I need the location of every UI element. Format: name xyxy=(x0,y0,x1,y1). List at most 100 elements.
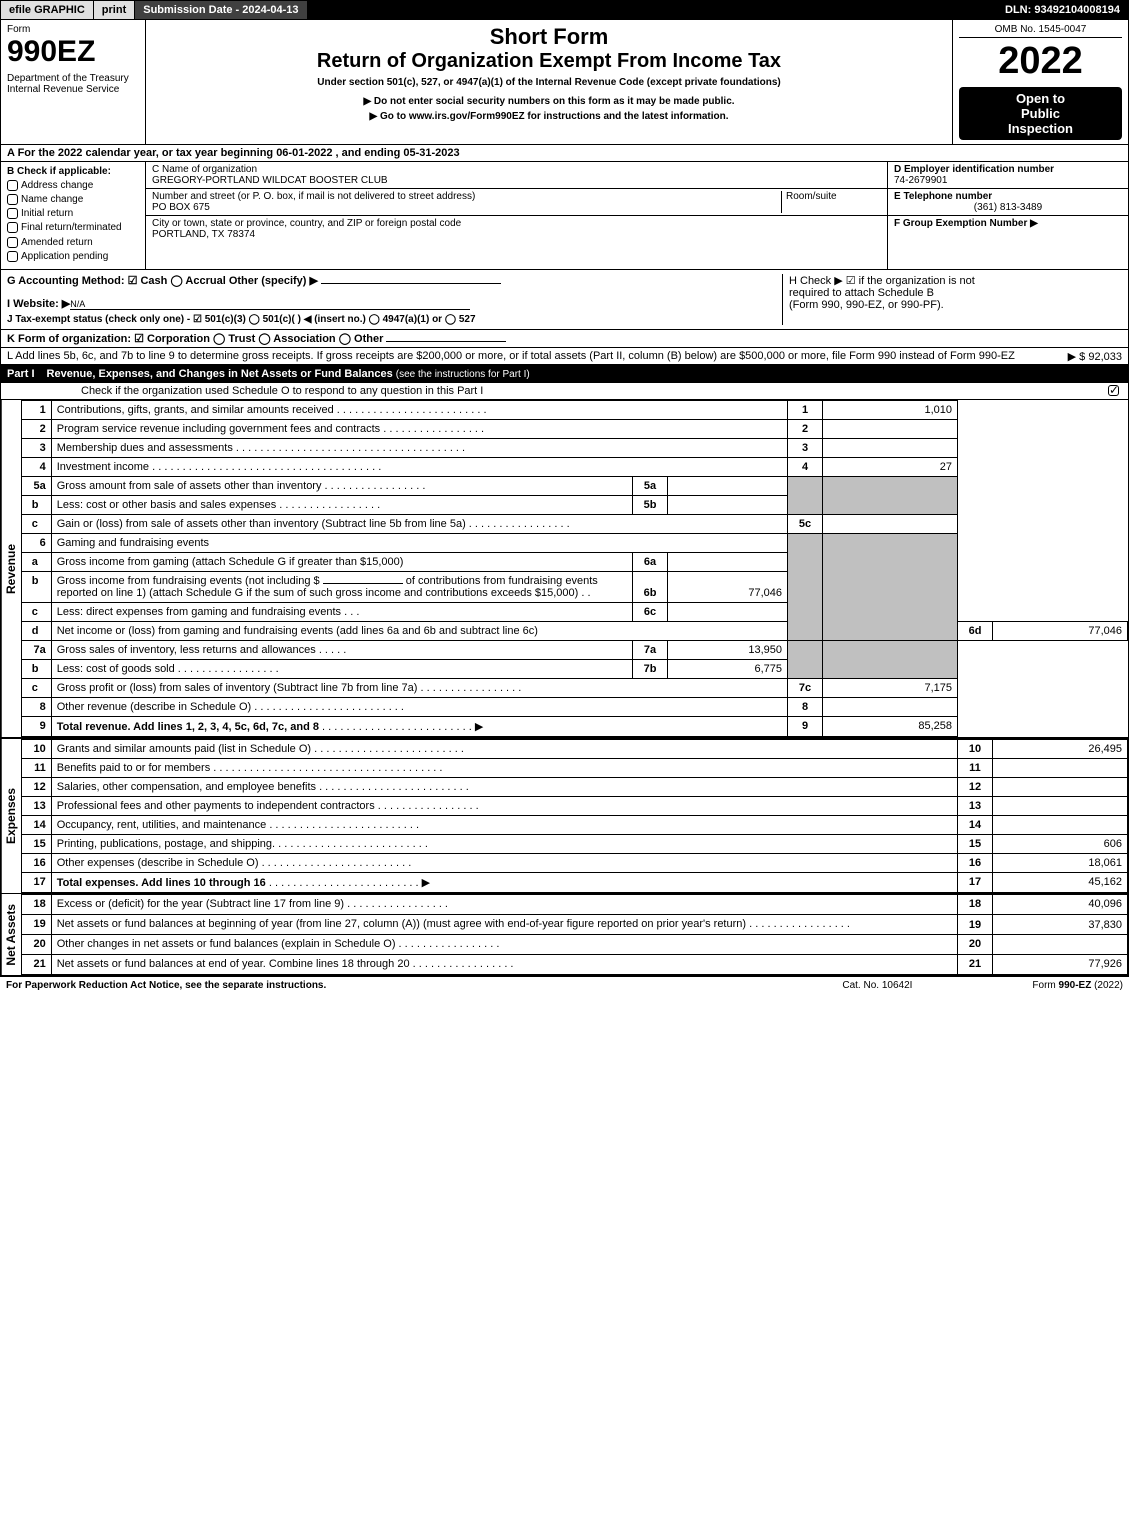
form-label: Form xyxy=(7,24,139,35)
line-15: 15Printing, publications, postage, and s… xyxy=(21,834,1127,853)
expenses-table: 10Grants and similar amounts paid (list … xyxy=(21,739,1128,893)
line-19: 19Net assets or fund balances at beginni… xyxy=(21,914,1127,934)
col-def: D Employer identification number 74-2679… xyxy=(888,162,1128,269)
line-6d: dNet income or (loss) from gaming and fu… xyxy=(21,621,1127,640)
line-6b: bGross income from fundraising events (n… xyxy=(21,571,1127,602)
line-8: 8Other revenue (describe in Schedule O)8 xyxy=(21,697,1127,716)
footer-left: For Paperwork Reduction Act Notice, see … xyxy=(6,980,842,991)
ein: 74-2679901 xyxy=(894,175,947,186)
header-sub3: ▶ Go to www.irs.gov/Form990EZ for instru… xyxy=(152,111,946,122)
col-b: B Check if applicable: Address change Na… xyxy=(1,162,146,269)
part-1: Part I Revenue, Expenses, and Changes in… xyxy=(0,365,1129,977)
line-2: 2Program service revenue including gover… xyxy=(21,419,1127,438)
chk-initial-label: Initial return xyxy=(21,208,73,219)
line-20: 20Other changes in net assets or fund ba… xyxy=(21,935,1127,955)
chk-final[interactable] xyxy=(7,222,18,233)
form-header: Form 990EZ Department of the Treasury In… xyxy=(0,20,1129,145)
part1-sub: (see the instructions for Part I) xyxy=(396,369,530,380)
header-sub2: ▶ Do not enter social security numbers o… xyxy=(152,96,946,107)
col-c: C Name of organization GREGORY-PORTLAND … xyxy=(146,162,888,269)
revenue-table: 1Contributions, gifts, grants, and simil… xyxy=(21,400,1128,737)
submission-date: Submission Date - 2024-04-13 xyxy=(135,1,307,19)
open-line3: Inspection xyxy=(963,121,1118,136)
line-5b: bLess: cost or other basis and sales exp… xyxy=(21,495,1127,514)
line-9: 9Total revenue. Add lines 1, 2, 3, 4, 5c… xyxy=(21,716,1127,736)
line-14: 14Occupancy, rent, utilities, and mainte… xyxy=(21,815,1127,834)
chk-pending-label: Application pending xyxy=(21,251,108,262)
line-13: 13Professional fees and other payments t… xyxy=(21,796,1127,815)
line-21: 21Net assets or fund balances at end of … xyxy=(21,955,1127,975)
city: PORTLAND, TX 78374 xyxy=(152,229,255,240)
dept-label: Department of the Treasury xyxy=(7,73,139,84)
org-name-label: C Name of organization xyxy=(152,164,257,175)
line-17: 17Total expenses. Add lines 10 through 1… xyxy=(21,872,1127,892)
print-button[interactable]: print xyxy=(94,1,135,19)
section-ghi: G Accounting Method: ☑ Cash ◯ Accrual Ot… xyxy=(0,270,1129,330)
ein-label: D Employer identification number xyxy=(894,164,1054,175)
website-line: I Website: ▶N/A xyxy=(7,297,782,310)
efile-label: efile GRAPHIC xyxy=(1,1,94,19)
tax-exempt-status: J Tax-exempt status (check only one) - ☑… xyxy=(7,314,782,325)
chk-amended-label: Amended return xyxy=(21,237,93,248)
part1-num: Part I xyxy=(7,368,35,380)
section-l: L Add lines 5b, 6c, and 7b to line 9 to … xyxy=(0,348,1129,365)
short-form-title: Short Form xyxy=(152,24,946,50)
return-title: Return of Organization Exempt From Incom… xyxy=(152,50,946,73)
line-7c: cGross profit or (loss) from sales of in… xyxy=(21,678,1127,697)
chk-name-label: Name change xyxy=(21,194,83,205)
tax-year: 2022 xyxy=(959,40,1122,83)
chk-address[interactable] xyxy=(7,180,18,191)
netassets-label: Net Assets xyxy=(1,894,21,976)
line-5a: 5aGross amount from sale of assets other… xyxy=(21,476,1127,495)
accounting-method: G Accounting Method: ☑ Cash ◯ Accrual Ot… xyxy=(7,274,782,287)
open-line1: Open to xyxy=(963,91,1118,106)
dln: DLN: 93492104008194 xyxy=(997,1,1128,19)
part1-check-line: Check if the organization used Schedule … xyxy=(81,385,1108,397)
line-7a: 7aGross sales of inventory, less returns… xyxy=(21,640,1127,659)
irs-label: Internal Revenue Service xyxy=(7,84,139,95)
schedule-b-check: H Check ▶ ☑ if the organization is not xyxy=(789,274,1122,287)
street-label: Number and street (or P. O. box, if mail… xyxy=(152,191,475,202)
line-3: 3Membership dues and assessments3 xyxy=(21,438,1127,457)
chk-pending[interactable] xyxy=(7,251,18,262)
form-number: 990EZ xyxy=(7,35,139,69)
line-10: 10Grants and similar amounts paid (list … xyxy=(21,739,1127,758)
gross-receipts: ▶ $ 92,033 xyxy=(1068,350,1122,363)
line-6c: cLess: direct expenses from gaming and f… xyxy=(21,602,1127,621)
line-12: 12Salaries, other compensation, and empl… xyxy=(21,777,1127,796)
org-name: GREGORY-PORTLAND WILDCAT BOOSTER CLUB xyxy=(152,175,388,186)
chk-initial[interactable] xyxy=(7,208,18,219)
line-7b: bLess: cost of goods sold7b6,775 xyxy=(21,659,1127,678)
street: PO BOX 675 xyxy=(152,202,210,213)
open-line2: Public xyxy=(963,106,1118,121)
section-k: K Form of organization: ☑ Corporation ◯ … xyxy=(0,330,1129,348)
schedule-b-line2: required to attach Schedule B xyxy=(789,287,1122,299)
phone: (361) 813-3489 xyxy=(894,202,1122,213)
line-16: 16Other expenses (describe in Schedule O… xyxy=(21,853,1127,872)
group-exempt-label: F Group Exemption Number ▶ xyxy=(894,218,1038,229)
section-a: A For the 2022 calendar year, or tax yea… xyxy=(0,145,1129,162)
line-5c: cGain or (loss) from sale of assets othe… xyxy=(21,514,1127,533)
chk-name[interactable] xyxy=(7,194,18,205)
line-11: 11Benefits paid to or for members11 xyxy=(21,758,1127,777)
line-1: 1Contributions, gifts, grants, and simil… xyxy=(21,400,1127,419)
schedule-b-line3: (Form 990, 990-EZ, or 990-PF). xyxy=(789,299,1122,311)
phone-label: E Telephone number xyxy=(894,191,992,202)
footer-right: Form 990-EZ (2022) xyxy=(1032,980,1123,991)
topbar: efile GRAPHIC print Submission Date - 20… xyxy=(0,0,1129,20)
open-public-badge: Open to Public Inspection xyxy=(959,87,1122,140)
chk-address-label: Address change xyxy=(21,180,93,191)
omb-number: OMB No. 1545-0047 xyxy=(959,24,1122,38)
part1-check[interactable] xyxy=(1108,385,1119,396)
revenue-label: Revenue xyxy=(1,400,21,737)
chk-amended[interactable] xyxy=(7,237,18,248)
line-18: 18Excess or (deficit) for the year (Subt… xyxy=(21,894,1127,914)
room-label: Room/suite xyxy=(786,191,837,202)
header-sub1: Under section 501(c), 527, or 4947(a)(1)… xyxy=(152,77,946,88)
footer: For Paperwork Reduction Act Notice, see … xyxy=(0,976,1129,994)
section-l-text: L Add lines 5b, 6c, and 7b to line 9 to … xyxy=(7,350,1015,362)
line-6a: aGross income from gaming (attach Schedu… xyxy=(21,552,1127,571)
chk-final-label: Final return/terminated xyxy=(21,223,122,234)
col-b-title: B Check if applicable: xyxy=(7,166,139,177)
part1-title: Revenue, Expenses, and Changes in Net As… xyxy=(47,368,393,380)
